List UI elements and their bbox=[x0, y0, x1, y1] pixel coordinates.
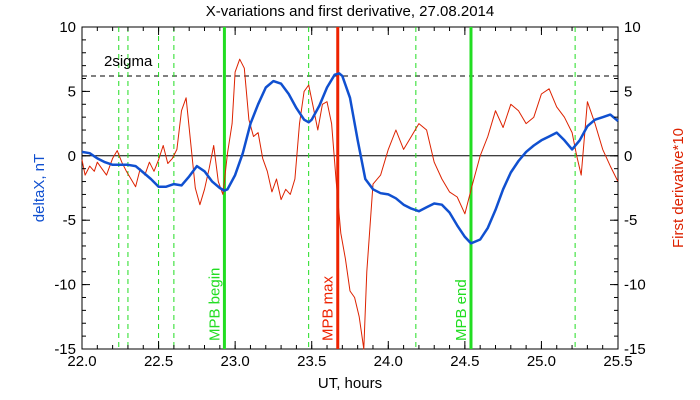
marker-label: MPB max bbox=[320, 275, 337, 341]
x-tick-label: 25.5 bbox=[603, 353, 632, 370]
x-tick-label: 24.5 bbox=[450, 353, 479, 370]
axis-ticks: 22.0 22.5 23.0 23.5 24.0 24.5 25.0 25.5 10 10 5 5 0 0… bbox=[54, 19, 645, 370]
guide-lines bbox=[82, 27, 618, 349]
mpb-marker-lines bbox=[222, 27, 473, 349]
y-axis-label-left: deltaX, nT bbox=[31, 154, 48, 222]
series-layer bbox=[81, 58, 619, 350]
y-tick-label-left: -15 bbox=[54, 341, 76, 358]
y-tick-label-right: 5 bbox=[624, 83, 632, 100]
y-tick-label-left: -5 bbox=[63, 212, 76, 229]
y-tick-label-right: -15 bbox=[624, 341, 646, 358]
y-tick-label-right: 0 bbox=[624, 148, 632, 165]
x-axis-label: UT, hours bbox=[318, 375, 382, 392]
x-tick-label: 22.0 bbox=[67, 353, 96, 370]
chart-title: X-variations and first derivative, 27.08… bbox=[206, 3, 495, 20]
y-tick-label-right: -5 bbox=[624, 212, 637, 229]
y-tick-label-left: -10 bbox=[54, 277, 76, 294]
mpb-marker-labels: MPB begin MPB max MPB end bbox=[206, 268, 470, 341]
y-tick-label-right: -10 bbox=[624, 277, 646, 294]
series-line-derivative bbox=[81, 58, 619, 350]
x-tick-label: 23.0 bbox=[221, 353, 250, 370]
y-tick-label-left: 5 bbox=[68, 83, 76, 100]
marker-label: MPB begin bbox=[206, 268, 223, 341]
x-tick-label: 24.0 bbox=[374, 353, 403, 370]
plot-frame bbox=[81, 26, 619, 350]
y-tick-label-left: 10 bbox=[59, 19, 76, 36]
marker-label: MPB end bbox=[453, 279, 470, 341]
sigma-label: 2sigma bbox=[104, 53, 153, 70]
y-axis-label-right: First derivative*10 bbox=[670, 128, 687, 248]
series-line-deltax bbox=[81, 72, 619, 245]
x-tick-label: 25.0 bbox=[527, 353, 556, 370]
y-tick-label-left: 0 bbox=[68, 148, 76, 165]
x-tick-label: 22.5 bbox=[144, 353, 173, 370]
x-tick-label: 23.5 bbox=[297, 353, 326, 370]
y-tick-label-right: 10 bbox=[624, 19, 641, 36]
